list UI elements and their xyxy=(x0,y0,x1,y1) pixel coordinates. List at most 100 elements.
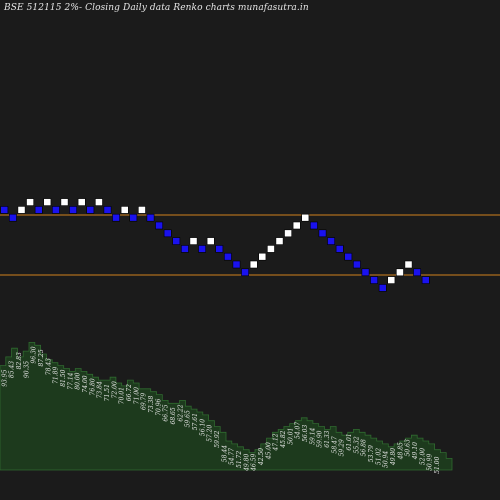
renko-down-brick xyxy=(172,237,181,245)
bar-value-label: 50.99 xyxy=(427,454,434,471)
renko-down-brick xyxy=(309,221,318,230)
renko-down-brick xyxy=(181,245,189,253)
bar-value-label: 80.00 xyxy=(75,372,82,389)
bar-value-label: 70.01 xyxy=(119,387,126,404)
bar-value-label: 51.72 xyxy=(236,451,243,468)
bar-value-label: 66.75 xyxy=(163,404,170,421)
bar-value-label: 59.29 xyxy=(339,439,346,456)
bar-value-label: 61.01 xyxy=(346,433,353,450)
bar-value-label: 50.01 xyxy=(287,428,294,445)
renko-down-brick xyxy=(129,213,138,222)
renko-down-brick xyxy=(34,206,43,214)
renko-up-brick xyxy=(249,260,258,269)
bar-value-label: 56.03 xyxy=(302,425,309,442)
renko-up-brick xyxy=(60,198,69,206)
bar-value-label: 59.92 xyxy=(214,430,221,447)
renko-up-brick xyxy=(258,252,267,261)
renko-down-brick xyxy=(51,206,60,214)
bar-value-label: 54.07 xyxy=(295,422,302,439)
bar-value-label: 57.61 xyxy=(192,413,199,430)
bar-value-label: 61.33 xyxy=(324,430,331,447)
bar-value-label: 87.25 xyxy=(38,349,45,366)
bar-value-label: 59.90 xyxy=(317,430,324,447)
bar-value-label: 93.95 xyxy=(1,369,8,386)
renko-up-brick xyxy=(266,245,275,253)
bar-value-label: 55.32 xyxy=(353,436,360,453)
renko-down-brick xyxy=(112,213,120,222)
bar-value-label: 71.00 xyxy=(133,387,140,404)
bar-value-label: 72.00 xyxy=(111,381,118,398)
bar-value-label: 45.82 xyxy=(280,430,287,448)
renko-down-brick xyxy=(103,206,112,214)
renko-up-brick xyxy=(395,268,404,277)
bar-value-label: 42.50 xyxy=(258,448,265,466)
bar-value-label: 68.65 xyxy=(170,407,177,424)
bar-value-label: 46.59 xyxy=(251,454,258,472)
bar-value-label: 49.80 xyxy=(243,454,250,472)
renko-down-brick xyxy=(86,206,95,214)
bar-value-label: 49.10 xyxy=(412,442,419,460)
renko-up-brick xyxy=(77,198,86,206)
bar-value-label: 71.89 xyxy=(53,367,60,384)
bar-value-label: 57.20 xyxy=(207,425,214,442)
bar-value-label: 58.44 xyxy=(221,445,228,462)
renko-up-brick xyxy=(404,260,413,269)
bar-value-label: 78.43 xyxy=(45,358,52,375)
bar-value-label: 71.51 xyxy=(104,384,111,401)
bar-value-label: 62.22 xyxy=(177,404,184,421)
volume-area-shape xyxy=(0,342,453,471)
bar-value-label: 90.35 xyxy=(23,361,30,378)
bar-value-label: 85.43 xyxy=(9,361,16,378)
renko-up-brick xyxy=(301,213,310,222)
renko-down-brick xyxy=(198,245,206,253)
chart-title: BSE 512115 2%- Closing Daily data Renko … xyxy=(4,3,309,13)
bar-value-label: 59.65 xyxy=(185,410,192,427)
renko-down-brick xyxy=(69,206,77,214)
bar-value-label: 47.12 xyxy=(273,433,280,451)
renko-bricks xyxy=(0,198,430,292)
bar-value-label: 50.63 xyxy=(405,439,412,456)
bar-value-label: 73.84 xyxy=(97,381,104,398)
bar-value-label: 56.10 xyxy=(199,419,206,436)
bar-value-label: 96.30 xyxy=(31,346,38,363)
renko-down-brick xyxy=(215,245,224,253)
renko-up-brick xyxy=(26,198,34,206)
bar-value-label: 76.80 xyxy=(89,378,96,395)
bar-value-label: 50.94 xyxy=(383,451,390,468)
volume-area xyxy=(0,342,453,471)
bar-value-label: 52.00 xyxy=(419,448,426,465)
bar-value-label: 51.02 xyxy=(375,448,382,465)
renko-up-brick xyxy=(17,206,26,214)
renko-down-brick xyxy=(0,206,9,214)
bar-value-label: 77.14 xyxy=(67,372,74,389)
bar-value-label: 82.83 xyxy=(16,352,23,369)
renko-down-brick xyxy=(378,284,387,292)
renko-down-brick xyxy=(241,268,249,277)
renko-down-brick xyxy=(352,260,361,269)
renko-up-brick xyxy=(206,237,215,245)
bar-value-label: 53.79 xyxy=(368,445,375,462)
bar-value-label: 48.85 xyxy=(397,442,404,460)
bar-value-label: 69.79 xyxy=(141,393,148,410)
renko-up-brick xyxy=(43,198,52,206)
renko-down-brick xyxy=(224,252,232,261)
renko-up-brick xyxy=(284,229,292,238)
bar-value-label: 74.00 xyxy=(82,375,89,392)
bar-value-label: 49.80 xyxy=(390,448,397,466)
renko-down-brick xyxy=(421,276,430,284)
renko-up-brick xyxy=(189,237,198,245)
bar-value-label: 81.50 xyxy=(60,369,67,386)
renko-down-brick xyxy=(413,268,421,277)
renko-down-brick xyxy=(327,237,335,245)
renko-down-brick xyxy=(370,276,378,284)
bar-value-label: 66.72 xyxy=(126,384,133,401)
renko-down-brick xyxy=(318,229,327,238)
bar-value-label: 70.96 xyxy=(155,398,162,415)
bar-value-label: 54.77 xyxy=(229,448,236,465)
renko-down-brick xyxy=(232,260,241,269)
renko-up-brick xyxy=(138,206,146,214)
renko-down-brick xyxy=(146,213,155,222)
